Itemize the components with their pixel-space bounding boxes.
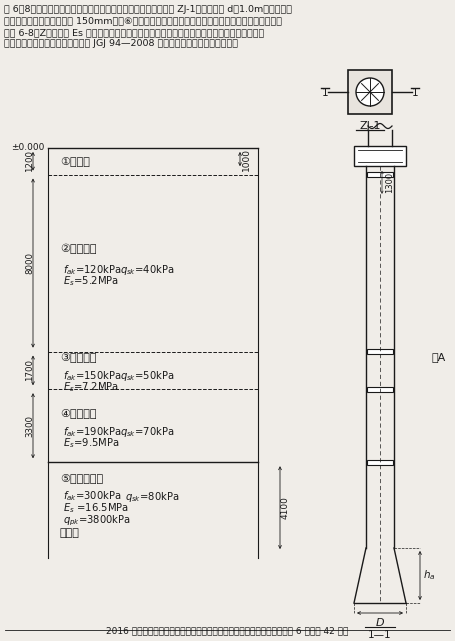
Text: ④粉质粘土: ④粉质粘土 xyxy=(60,408,96,418)
Text: $f_{ak}$=120kPa: $f_{ak}$=120kPa xyxy=(63,263,121,277)
Text: $E_s$=7.2MPa: $E_s$=7.2MPa xyxy=(63,380,119,394)
Text: $f_{ak}$=150kPa: $f_{ak}$=150kPa xyxy=(63,369,121,383)
Text: $E_s$=9.5MPa: $E_s$=9.5MPa xyxy=(63,436,120,449)
Bar xyxy=(348,70,392,114)
Bar xyxy=(367,349,393,354)
Text: $q_{sk}$=80kPa: $q_{sk}$=80kPa xyxy=(125,490,180,504)
Text: 2016 年度全国一级注册结构工程师执业资格考试专业考试试卷（下午）第 6 页（共 42 页）: 2016 年度全国一级注册结构工程师执业资格考试专业考试试卷（下午）第 6 页（… xyxy=(106,626,349,635)
Text: ZJ-1: ZJ-1 xyxy=(359,121,381,131)
Text: 1—1: 1—1 xyxy=(368,630,392,640)
Text: $E_s$=5.2MPa: $E_s$=5.2MPa xyxy=(63,274,119,288)
Bar xyxy=(367,460,393,465)
Text: 桩A: 桩A xyxy=(432,352,446,362)
Text: $q_{sk}$=40kPa: $q_{sk}$=40kPa xyxy=(120,263,175,277)
Text: 题 6～8：某多层框架结构，拟采用一柱一桩人工挖孔框框基基础 ZJ-1，框身内径 d＝1.0m，护壁采用: 题 6～8：某多层框架结构，拟采用一柱一桩人工挖孔框框基基础 ZJ-1，框身内径… xyxy=(4,5,292,14)
Text: 见图 6-8（Z）（图中 Es 为土的自重压力至土的自重压力与附加压力之和的压力段的压缩模量）: 见图 6-8（Z）（图中 Es 为土的自重压力至土的自重压力与附加压力之和的压力… xyxy=(4,28,264,37)
Text: 振捏密实的混凝土，厚度为 150mm，以⑥层硬塑状粘土为框端持力层，基础剪面及地基图层相关参数: 振捏密实的混凝土，厚度为 150mm，以⑥层硬塑状粘土为框端持力层，基础剪面及地… xyxy=(4,17,282,26)
Text: ③粉质粘土: ③粉质粘土 xyxy=(60,353,96,363)
Text: $q_{sk}$=70kPa: $q_{sk}$=70kPa xyxy=(120,425,175,438)
Text: 8000: 8000 xyxy=(25,252,35,274)
Text: 未揭穿: 未揭穿 xyxy=(60,528,80,538)
Bar xyxy=(367,172,393,177)
Text: 提示：根据《建筑框基技术规范》 JGJ 94—2008 作答；粉质粘土可按粘土考虑。: 提示：根据《建筑框基技术规范》 JGJ 94—2008 作答；粉质粘土可按粘土考… xyxy=(4,40,238,49)
Text: $h_a$: $h_a$ xyxy=(423,569,435,583)
Bar xyxy=(367,387,393,392)
Bar xyxy=(354,146,406,166)
Text: 1200: 1200 xyxy=(25,150,35,172)
Text: 3300: 3300 xyxy=(25,415,35,437)
Text: ①素填土: ①素填土 xyxy=(60,156,90,166)
Circle shape xyxy=(356,78,384,106)
Text: 1: 1 xyxy=(412,88,418,98)
Text: 1: 1 xyxy=(322,88,329,98)
Text: ±0.000: ±0.000 xyxy=(10,144,44,153)
Text: 1700: 1700 xyxy=(25,360,35,381)
Text: ②粉质粘土: ②粉质粘土 xyxy=(60,244,96,254)
Text: $E_s$ =16.5MPa: $E_s$ =16.5MPa xyxy=(63,502,129,515)
Text: 1300: 1300 xyxy=(385,172,394,193)
Text: 4100: 4100 xyxy=(281,496,290,519)
Text: $q_{pk}$=3800kPa: $q_{pk}$=3800kPa xyxy=(63,513,131,528)
Text: ⑤硬塑状粘土: ⑤硬塑状粘土 xyxy=(60,472,103,483)
Text: 1000: 1000 xyxy=(242,147,251,171)
Text: $q_{sk}$=50kPa: $q_{sk}$=50kPa xyxy=(120,369,175,383)
Text: $f_{ak}$=190kPa: $f_{ak}$=190kPa xyxy=(63,425,121,438)
Text: $D$: $D$ xyxy=(375,616,385,628)
Text: $f_{ak}$=300kPa: $f_{ak}$=300kPa xyxy=(63,490,121,503)
